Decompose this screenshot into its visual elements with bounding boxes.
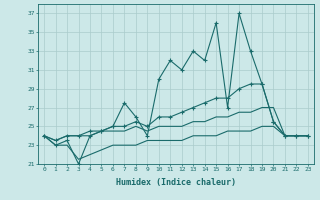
X-axis label: Humidex (Indice chaleur): Humidex (Indice chaleur) (116, 178, 236, 187)
